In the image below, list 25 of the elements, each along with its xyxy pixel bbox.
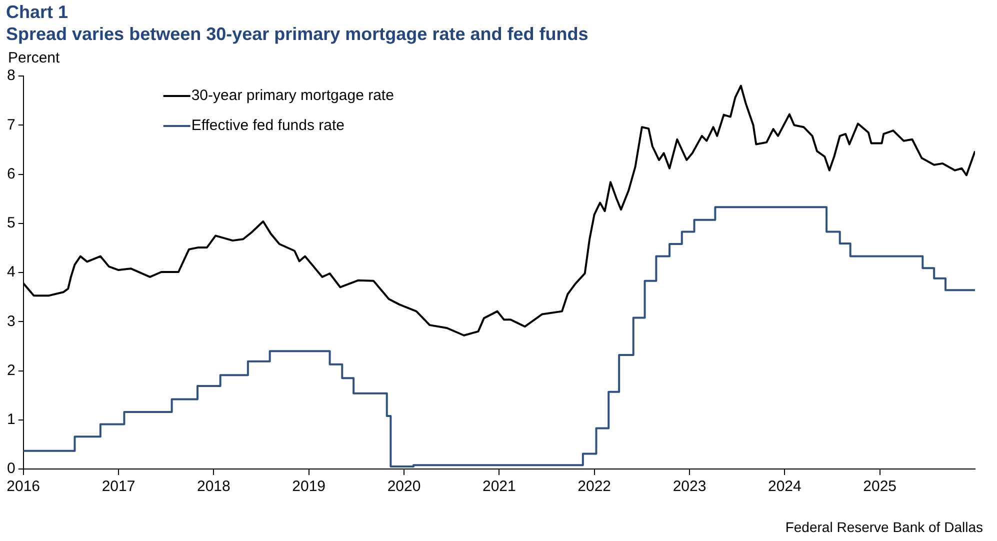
y-tick-label: 7 — [7, 116, 16, 134]
x-tick-label: 2017 — [102, 478, 136, 496]
chart-subtitle: Spread varies between 30-year primary mortgage rate and fed funds — [6, 24, 588, 45]
x-tick-label: 2024 — [768, 478, 802, 496]
y-tick-label: 0 — [7, 460, 16, 478]
x-tick-label: 2016 — [6, 478, 40, 496]
y-axis-title: Percent — [8, 50, 61, 67]
chart-title: Chart 1 — [6, 2, 68, 23]
y-tick-label: 6 — [7, 165, 16, 182]
x-tick-label: 2019 — [292, 478, 326, 496]
y-tick-label: 4 — [7, 264, 16, 281]
legend-label: Effective fed funds rate — [191, 117, 344, 134]
y-tick-label: 8 — [7, 67, 16, 84]
x-tick-label: 2018 — [196, 478, 230, 496]
x-tick-label: 2022 — [578, 478, 612, 496]
x-tick-label: 2025 — [863, 478, 897, 496]
x-tick-label: 2023 — [672, 478, 706, 496]
legend-label: 30-year primary mortgage rate — [191, 87, 394, 104]
y-tick-label: 5 — [7, 214, 16, 232]
y-tick-label: 3 — [7, 312, 16, 330]
y-tick-label: 2 — [7, 362, 16, 379]
x-tick-label: 2020 — [387, 478, 421, 496]
y-tick-label: 1 — [7, 411, 16, 428]
x-tick-label: 2021 — [482, 478, 516, 496]
text: Federal Reserve Bank of Dallas — [785, 519, 983, 535]
